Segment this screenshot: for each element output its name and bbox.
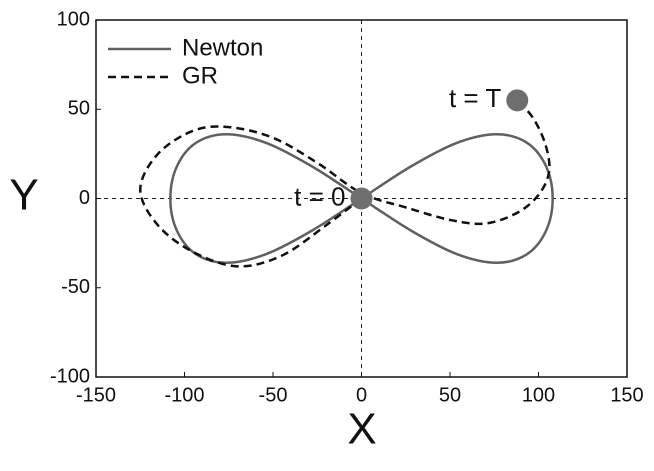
y-tick-label: -100 (50, 365, 90, 387)
marker (506, 89, 529, 112)
x-tick-label: 50 (439, 384, 461, 406)
marker (350, 187, 373, 210)
x-tick-label: -100 (164, 384, 204, 406)
x-tick-label: 150 (610, 384, 643, 406)
x-tick-label: -150 (76, 384, 116, 406)
x-tick-label: 0 (356, 384, 367, 406)
x-tick-label: -50 (259, 384, 288, 406)
legend-label: Newton (182, 34, 263, 61)
marker-label: t = T (449, 83, 501, 113)
legend-label: GR (182, 62, 218, 89)
marker-label: t = 0 (294, 181, 345, 211)
y-tick-label: 0 (79, 187, 90, 209)
y-tick-label: 50 (68, 98, 90, 120)
x-axis-label: X (347, 405, 376, 454)
x-tick-label: 100 (522, 384, 555, 406)
y-tick-label: 100 (57, 8, 90, 30)
y-tick-label: -50 (61, 276, 90, 298)
series-line (138, 99, 551, 268)
y-axis-label: Y (9, 171, 38, 220)
